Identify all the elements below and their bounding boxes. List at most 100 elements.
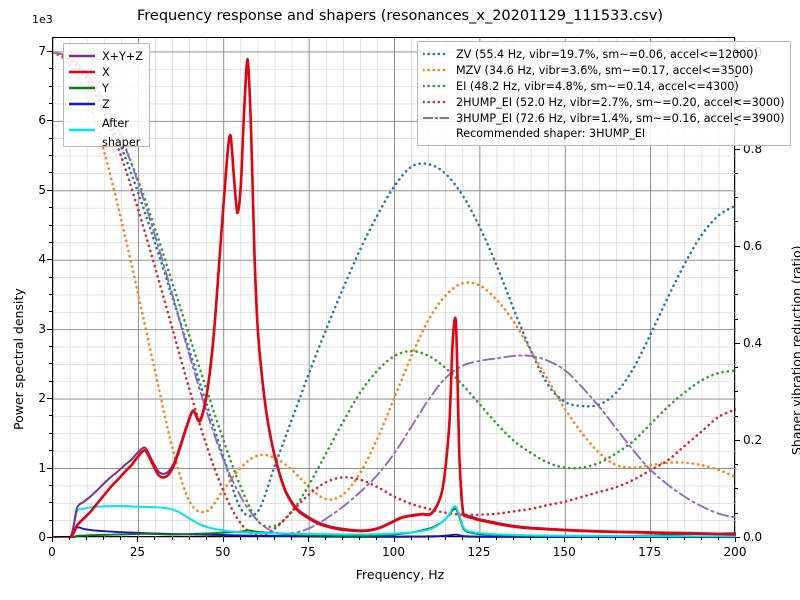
shaper-curve-3hump_ei [53,51,736,535]
y-right-tick-label: 0.4 [743,335,763,350]
tick-mark [47,467,52,469]
tick-mark [735,124,738,126]
x-axis-label: Frequency, Hz [355,567,445,582]
x-tick-label: 100 [382,545,405,559]
legend-item-label: MZV (34.6 Hz, vibr=3.6%, sm~=0.17, accel… [456,63,754,77]
legend-line-icon [423,63,449,77]
legend-item-label: 2HUMP_EI (52.0 Hz, vibr=2.7%, sm~=0.20, … [456,95,785,109]
tick-mark [598,537,600,540]
legend-item-label: EI (48.2 Hz, vibr=4.8%, sm~=0.14, accel<… [456,79,739,93]
y-left-tick-label: 2 [38,391,46,406]
tick-mark [735,391,738,393]
y-left-tick-label: 6 [38,113,46,128]
tick-mark [735,148,740,150]
psd-curve-x [53,58,736,538]
tick-mark [69,537,71,540]
tick-mark [86,537,88,540]
y-left-tick-label: 3 [38,321,46,336]
tick-mark [49,311,52,313]
x-tick-label: 175 [638,545,662,559]
legend-item-z[interactable]: Z [69,96,143,112]
tick-mark [308,537,310,542]
y-left-tick-label: 5 [38,182,46,197]
legend-item-zv[interactable]: ZV (55.4 Hz, vibr=19.7%, sm~=0.06, accel… [423,46,784,62]
legend-signals: X+Y+Z X Y Z After shaper [63,43,150,149]
shaper-curve-2hump_ei [53,51,736,537]
page-title: Frequency response and shapers (resonanc… [137,8,663,24]
legend-item-x[interactable]: X [69,64,143,80]
tick-mark [735,75,738,77]
tick-mark [342,537,344,540]
tick-mark [47,398,52,400]
plot-canvas [53,38,736,538]
legend-line-icon [423,47,449,61]
tick-mark [120,537,122,540]
y-axis-left-label: Power spectral density [11,288,26,430]
tick-mark [735,270,738,271]
legend-item-3hump_ei[interactable]: 3HUMP_EI (72.6 Hz, vibr=1.4%, sm~=0.16, … [423,110,784,126]
y-right-tick-label: 0.6 [743,238,763,253]
tick-mark [47,120,52,122]
tick-mark [410,537,412,540]
tick-mark [137,537,139,542]
tick-mark [735,100,738,102]
tick-mark [735,245,740,247]
tick-mark [49,241,52,243]
tick-mark [683,537,685,540]
y-left-tick-label: 7 [38,43,46,58]
tick-mark [49,102,52,104]
recommended-shaper-label: Recommended shaper: 3HUMP_EI [456,127,646,140]
legend-shapers: ZV (55.4 Hz, vibr=19.7%, sm~=0.06, accel… [417,41,792,146]
tick-mark [495,537,497,540]
tick-mark [735,464,738,466]
tick-mark [735,537,736,542]
legend-item-label: ZV (55.4 Hz, vibr=19.7%, sm~=0.06, accel… [456,47,758,61]
tick-mark [49,293,52,295]
legend-line-icon [69,97,95,111]
tick-mark [564,537,566,542]
legend-item-2hump_ei[interactable]: 2HUMP_EI (52.0 Hz, vibr=2.7%, sm~=0.20, … [423,94,784,110]
legend-item-mzv[interactable]: MZV (34.6 Hz, vibr=3.6%, sm~=0.17, accel… [423,62,784,78]
tick-mark [615,537,617,540]
y-left-tick-label: 4 [38,252,46,267]
x-tick-label: 75 [300,545,316,559]
y-axis-right-label: Shaper vibration reduction (ratio) [789,245,800,455]
tick-mark [47,537,52,538]
tick-mark [205,537,207,540]
legend-item-label: X+Y+Z [102,49,143,63]
tick-mark [735,51,740,53]
y-left-tick-label: 1 [38,460,46,475]
tick-mark [735,221,738,223]
tick-mark [49,155,52,157]
tick-mark [47,259,52,261]
tick-mark [478,537,480,542]
tick-mark [325,537,327,540]
tick-mark [49,415,52,417]
tick-mark [49,450,52,452]
x-tick-label: 0 [48,545,56,559]
tick-mark [47,189,52,191]
tick-mark [49,432,52,434]
tick-mark [530,537,532,540]
tick-mark [49,207,52,209]
legend-item-after[interactable]: After shaper [69,112,143,149]
tick-mark [393,537,395,542]
legend-item-ei[interactable]: EI (48.2 Hz, vibr=4.8%, sm~=0.14, accel<… [423,78,784,94]
y-right-tick-label: 0.2 [743,432,763,447]
tick-mark [49,276,52,278]
tick-mark [256,537,258,540]
x-tick-label: 125 [467,545,491,559]
tick-mark [735,512,738,514]
legend-item-y[interactable]: Y [69,80,143,96]
tick-mark [581,537,583,540]
tick-mark [171,537,173,540]
tick-mark [376,537,378,540]
x-tick-label: 50 [215,545,231,559]
legend-item-x-y-z[interactable]: X+Y+Z [69,48,143,64]
tick-mark [49,85,52,87]
tick-mark [273,537,275,540]
legend-line-icon [69,123,95,137]
tick-mark [666,537,668,540]
tick-mark [649,537,651,542]
